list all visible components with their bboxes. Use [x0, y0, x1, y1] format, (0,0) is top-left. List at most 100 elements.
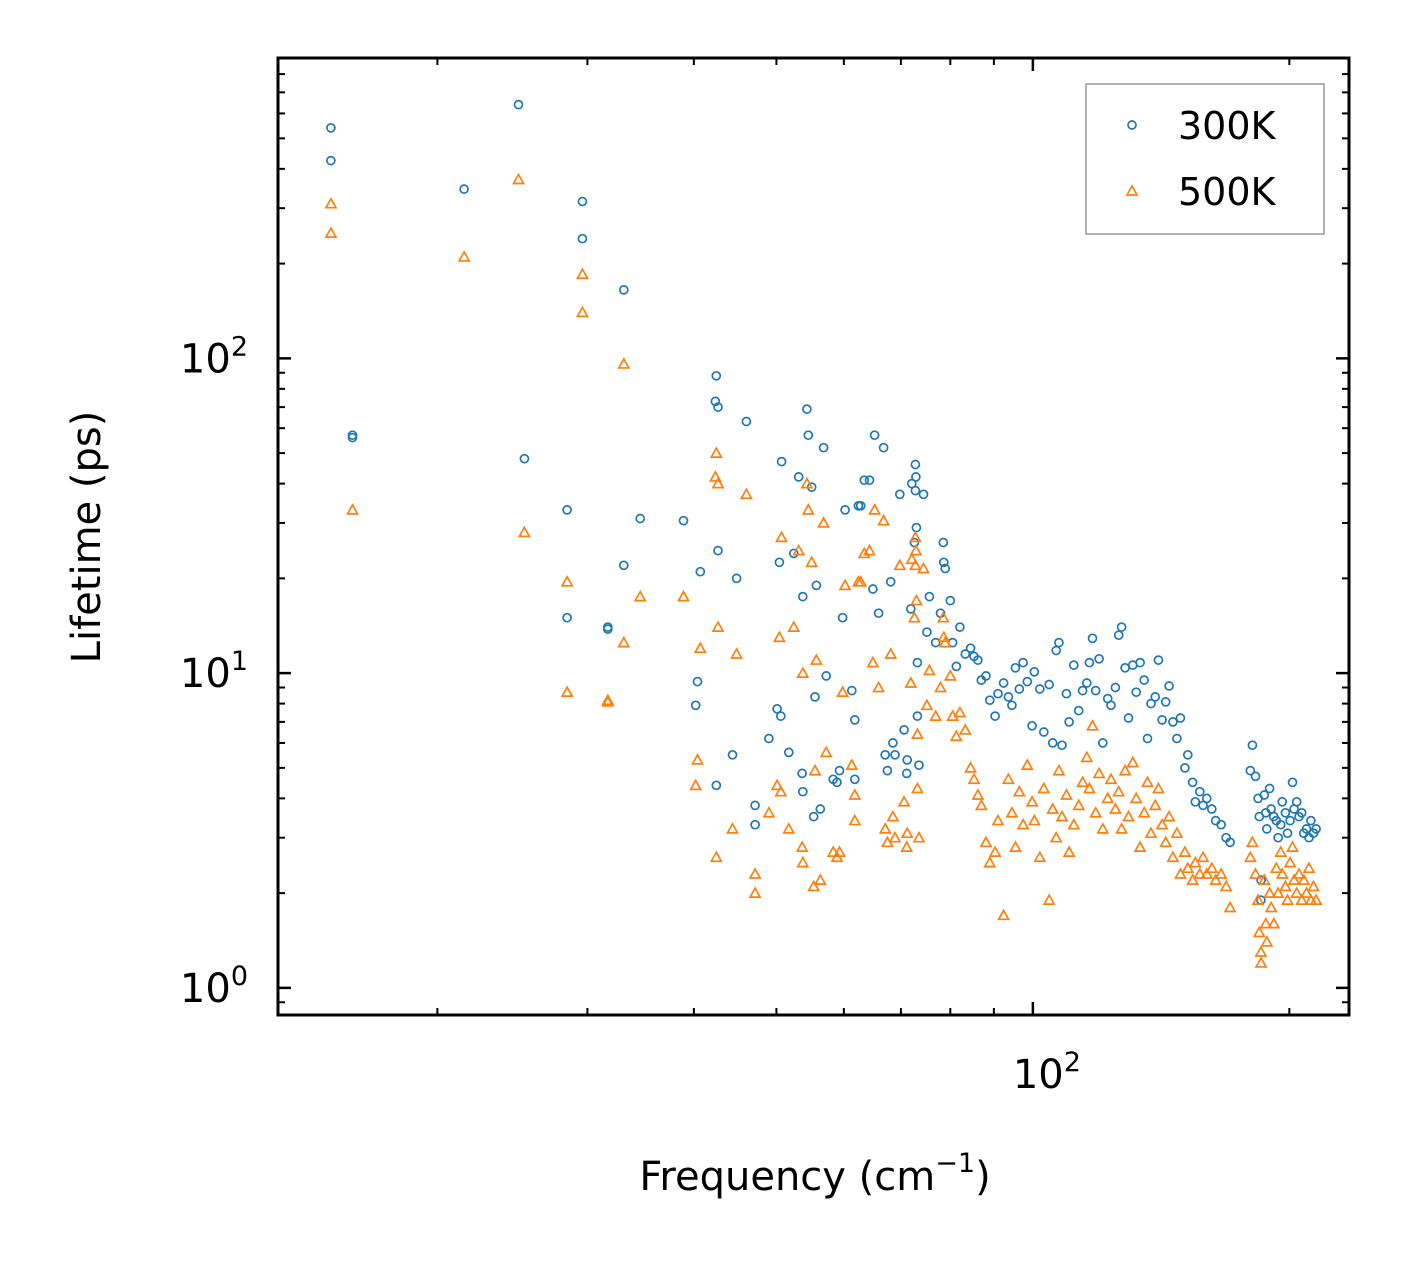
point-300K	[859, 475, 870, 486]
point-300K	[797, 768, 807, 779]
point-300K	[1172, 733, 1182, 744]
point-300K	[1187, 777, 1198, 788]
point-300K	[562, 612, 572, 623]
point-300K	[990, 711, 1000, 721]
point-300K	[1280, 807, 1291, 818]
point-300K	[711, 780, 722, 791]
point-500K	[936, 610, 950, 623]
point-500K	[922, 663, 936, 676]
point-300K	[924, 591, 935, 602]
point-300K	[940, 563, 951, 574]
point-500K	[560, 575, 574, 587]
point-300K	[914, 760, 924, 771]
point-500K	[1076, 775, 1090, 788]
point-300K	[775, 711, 786, 721]
point-300K	[1201, 793, 1212, 804]
point-300K	[1027, 720, 1037, 731]
point-300K	[797, 591, 808, 602]
point-300K	[1038, 727, 1049, 737]
point-300K	[864, 475, 875, 486]
legend-entry-300K: 300K	[1127, 104, 1277, 148]
point-500K	[1286, 840, 1299, 852]
point-300K	[1206, 804, 1217, 814]
point-300K	[909, 537, 920, 548]
point-300K	[905, 604, 916, 614]
point-300K	[1139, 675, 1150, 685]
point-500K	[1260, 935, 1274, 947]
point-500K	[908, 530, 922, 543]
point-300K	[846, 685, 857, 696]
point-300K	[1061, 688, 1072, 699]
point-300K	[1081, 678, 1092, 688]
point-300K	[960, 649, 971, 659]
point-500K	[1209, 873, 1223, 885]
point-500K	[854, 575, 868, 587]
point-300K	[834, 765, 845, 776]
point-500K	[900, 826, 914, 839]
point-500K	[1148, 798, 1162, 811]
point-500K	[775, 530, 788, 543]
point-500K	[1162, 809, 1176, 822]
point-300K	[797, 786, 808, 797]
point-500K	[979, 835, 993, 848]
point-500K	[1173, 867, 1187, 879]
point-300K	[1097, 738, 1108, 748]
point-300K	[818, 442, 829, 453]
point-500K	[920, 698, 934, 711]
point-300K	[695, 566, 706, 577]
point-500K	[907, 610, 921, 623]
point-300K	[869, 430, 880, 441]
legend-label: 500K	[1178, 170, 1277, 214]
point-500K	[324, 196, 338, 209]
point-500K	[934, 680, 947, 693]
point-300K	[951, 661, 962, 672]
point-500K	[1292, 867, 1306, 879]
point-500K	[1046, 802, 1060, 814]
point-300K	[1123, 713, 1134, 723]
point-500K	[1089, 806, 1103, 818]
point-500K	[938, 635, 952, 648]
point-500K	[575, 267, 589, 280]
point-300K	[1153, 655, 1164, 665]
point-500K	[877, 513, 891, 526]
point-300K	[922, 627, 932, 637]
point-500K	[912, 830, 926, 843]
point-500K	[1269, 861, 1283, 874]
point-500K	[910, 781, 924, 794]
point-300K	[981, 671, 991, 681]
point-500K	[905, 552, 919, 565]
point-500K	[1042, 893, 1056, 905]
point-300K	[888, 738, 898, 748]
point-300K	[832, 777, 842, 788]
plot-points	[324, 99, 1323, 968]
point-500K	[748, 867, 762, 879]
point-500K	[1005, 806, 1019, 818]
point-300K	[802, 404, 812, 414]
point-300K	[1259, 790, 1270, 800]
point-500K	[893, 558, 907, 571]
point-500K	[1267, 916, 1281, 929]
point-300K	[1090, 685, 1101, 696]
point-500K	[1274, 845, 1288, 857]
legend-marker-300K	[1127, 120, 1137, 130]
y-axis-title: Lifetime (ps)	[64, 411, 110, 664]
point-500K	[689, 778, 703, 791]
point-300K	[890, 749, 900, 760]
point-500K	[886, 809, 900, 822]
point-500K	[1122, 809, 1135, 822]
point-500K	[1072, 798, 1086, 811]
point-300K	[1142, 733, 1153, 744]
point-500K	[324, 226, 338, 238]
point-300K	[1311, 824, 1321, 834]
point-300K	[1210, 815, 1221, 826]
point-300K	[1194, 786, 1205, 797]
point-500K	[964, 761, 978, 773]
point-300K	[1007, 700, 1017, 711]
point-500K	[1259, 916, 1273, 929]
point-500K	[800, 476, 814, 489]
point-500K	[633, 589, 647, 602]
point-500K	[1049, 830, 1063, 843]
point-300K	[811, 580, 822, 591]
point-300K	[1160, 697, 1171, 707]
